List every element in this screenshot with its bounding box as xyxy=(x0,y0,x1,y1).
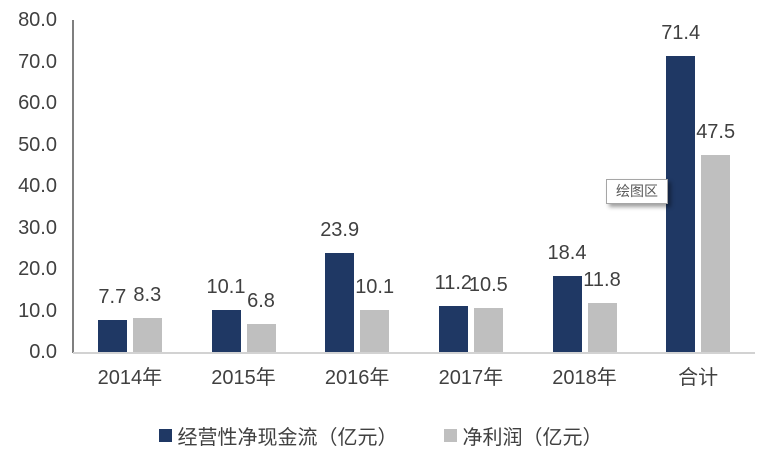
x-category-label-5: 合计 xyxy=(678,367,719,389)
y-tick-label: 70.0 xyxy=(18,50,57,73)
x-category-label-2: 2016年 xyxy=(324,367,390,389)
y-tick-label: 40.0 xyxy=(18,175,57,197)
x-category-label-3: 2017年 xyxy=(438,367,504,389)
x-category-label-1: 2015年 xyxy=(211,367,276,389)
data-label-operating-net-cash-flow-5: 71.4 xyxy=(661,21,701,44)
y-tick-label: 80.0 xyxy=(18,9,57,31)
bar-operating-net-cash-flow-0[interactable] xyxy=(97,320,127,352)
legend-label: 净利润（亿元） xyxy=(462,427,603,449)
legend-item-net-profit[interactable]: 净利润（亿元） xyxy=(443,421,603,450)
data-label-net-profit-1: 6.8 xyxy=(247,289,275,312)
legend: 经营性净现金流（亿元） 净利润（亿元） xyxy=(0,421,761,450)
x-category-label-0: 2014年 xyxy=(97,367,163,389)
bar-net-profit-0[interactable] xyxy=(132,317,162,352)
bar-operating-net-cash-flow-2[interactable] xyxy=(325,252,355,352)
bar-operating-net-cash-flow-4[interactable] xyxy=(552,275,582,352)
y-tick-label: 60.0 xyxy=(18,92,57,114)
y-tick-label: 0.0 xyxy=(29,341,57,363)
y-tick-label: 30.0 xyxy=(18,216,57,239)
y-tick-label: 20.0 xyxy=(18,258,57,280)
data-label-operating-net-cash-flow-2: 23.9 xyxy=(320,218,360,241)
data-label-net-profit-3: 10.5 xyxy=(468,274,508,297)
legend-item-operating-net-cash-flow[interactable]: 经营性净现金流（亿元） xyxy=(158,421,398,450)
x-category-label-4: 2018年 xyxy=(552,367,617,389)
y-tick-label: 10.0 xyxy=(18,299,57,322)
x-axis-line xyxy=(73,352,755,354)
bar-net-profit-5[interactable] xyxy=(701,154,731,352)
data-label-net-profit-5: 47.5 xyxy=(696,120,736,143)
bar-operating-net-cash-flow-3[interactable] xyxy=(438,305,468,352)
bar-net-profit-3[interactable] xyxy=(473,308,503,352)
data-label-net-profit-0: 8.3 xyxy=(133,283,162,306)
data-label-operating-net-cash-flow-0: 7.7 xyxy=(98,286,127,309)
tooltip-label: 绘图区 xyxy=(616,183,658,199)
bar-operating-net-cash-flow-5[interactable] xyxy=(666,55,696,352)
data-label-operating-net-cash-flow-1: 10.1 xyxy=(206,276,246,299)
legend-marker-icon xyxy=(158,429,172,442)
data-label-operating-net-cash-flow-4: 18.4 xyxy=(547,241,587,264)
bar-operating-net-cash-flow-1[interactable] xyxy=(211,310,241,352)
bar-net-profit-2[interactable] xyxy=(360,310,390,352)
legend-marker-icon xyxy=(443,429,457,442)
bar-net-profit-1[interactable] xyxy=(246,323,276,352)
data-label-operating-net-cash-flow-3: 11.2 xyxy=(434,271,473,294)
legend-label: 经营性净现金流（亿元） xyxy=(177,427,398,449)
plot-area-tooltip: 绘图区 xyxy=(606,179,668,204)
data-label-net-profit-4: 11.8 xyxy=(583,269,621,292)
y-tick-label: 50.0 xyxy=(18,133,57,156)
bar-net-profit-4[interactable] xyxy=(587,303,617,352)
y-axis-line xyxy=(72,20,74,353)
data-label-net-profit-2: 10.1 xyxy=(355,276,395,299)
